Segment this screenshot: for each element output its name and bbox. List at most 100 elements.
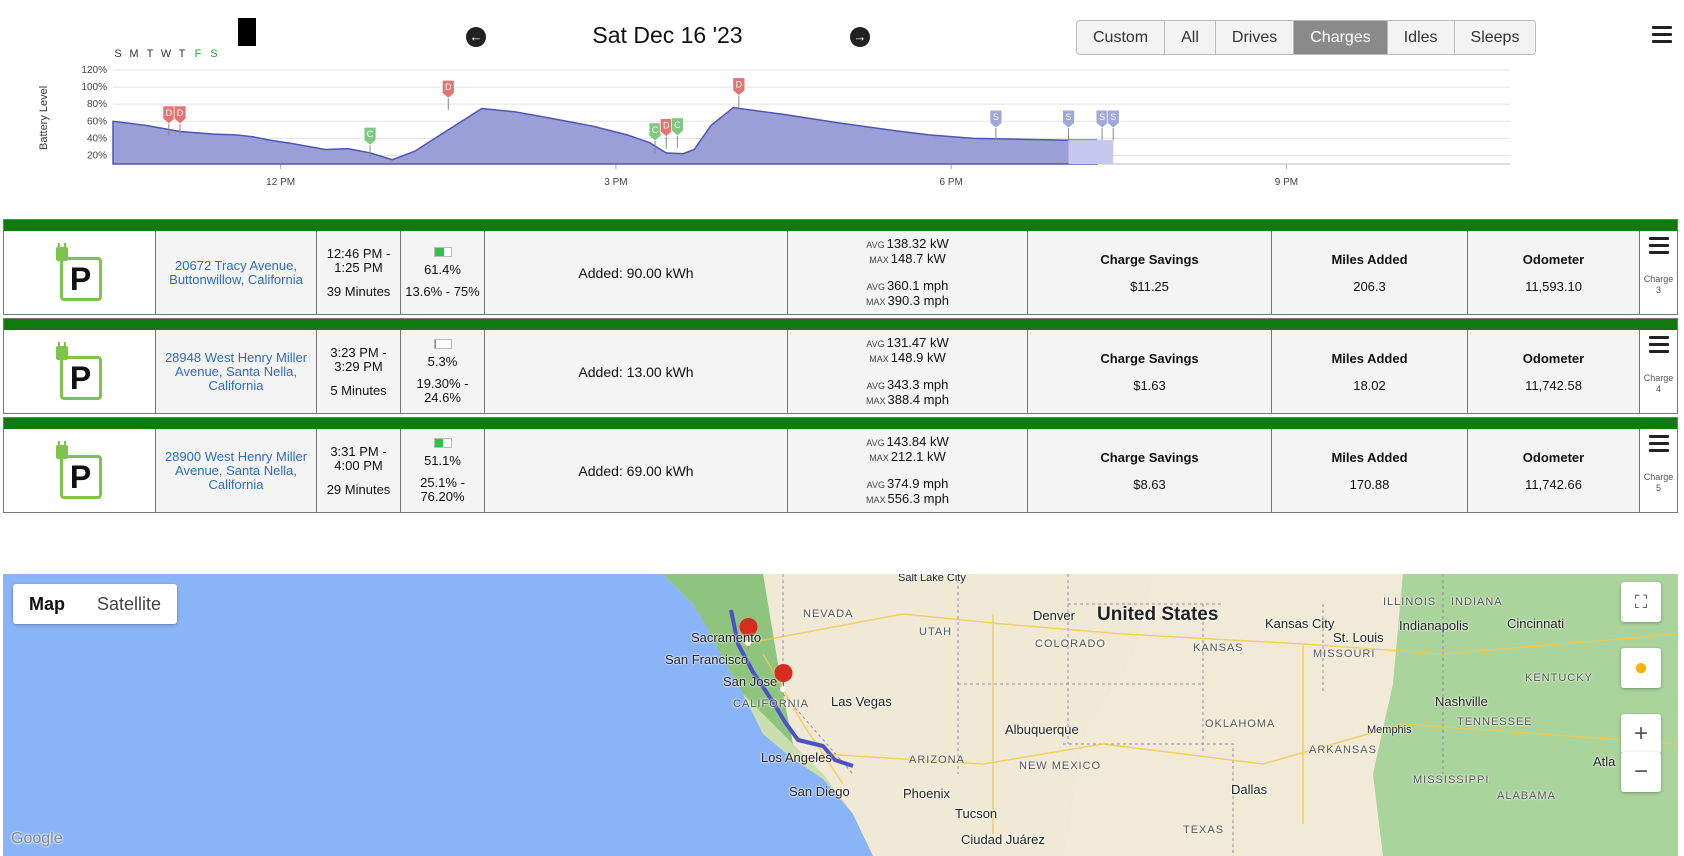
charge-pin-icon[interactable]: [774, 664, 793, 698]
odometer-label: Odometer: [1522, 350, 1585, 366]
max-label: MAX: [866, 395, 886, 406]
event-marker-C[interactable]: C: [670, 117, 684, 148]
pegman-icon[interactable]: ●: [1621, 648, 1661, 688]
zoom-in-button[interactable]: +: [1621, 714, 1661, 754]
map-city-label: Ciudad Juárez: [961, 832, 1045, 847]
battery-chart-svg: 120%100%80%60%40%20%12 PM 3 PM 6 PM 9 PMD DC…: [81, 65, 1510, 188]
battery-added-percent: 51.1%: [424, 452, 461, 468]
filter-custom-button[interactable]: Custom: [1077, 21, 1166, 54]
map-city-label: Sacramento: [691, 630, 762, 645]
charge-number-label: Charge 3: [1643, 274, 1674, 295]
weekday-mon[interactable]: M: [129, 48, 139, 60]
chart-y-tick: 60%: [87, 116, 107, 127]
charge-savings-cell: Charge Savings $1.63: [1028, 330, 1272, 413]
hamburger-menu-icon[interactable]: [1652, 26, 1672, 47]
map-country-label: United States: [1097, 604, 1219, 625]
map-city-label: Indianapolis: [1399, 618, 1469, 633]
charge-location-link[interactable]: 28948 West Henry Miller Avenue, Santa Ne…: [156, 330, 317, 413]
event-marker-D[interactable]: D: [732, 77, 746, 108]
charge-location[interactable]: 28948 West Henry Miller Avenue, Santa Ne…: [164, 349, 308, 393]
filter-drives-button[interactable]: Drives: [1215, 21, 1295, 54]
event-marker-S[interactable]: S: [1106, 109, 1120, 141]
avg-label: AVG: [866, 380, 885, 391]
selected-day-marker: [238, 18, 256, 46]
chart-x-tick: 6 PM: [940, 177, 963, 188]
event-marker-C[interactable]: C: [363, 126, 377, 158]
charge-row[interactable]: P 28900 West Henry Miller Avenue, Santa …: [3, 417, 1678, 513]
energy-added: Added: 69.00 kWh: [485, 429, 788, 512]
charge-menu-cell: Charge 5: [1640, 429, 1677, 512]
event-marker-D[interactable]: D: [173, 105, 187, 136]
zoom-out-button[interactable]: −: [1621, 752, 1661, 792]
weekday-strip: S M T W T F S: [112, 48, 220, 60]
avg-label: AVG: [866, 239, 885, 250]
avg-kw: 131.47 kW: [886, 334, 949, 350]
avg-kw: 143.84 kW: [886, 433, 949, 449]
event-marker-D[interactable]: D: [659, 118, 673, 149]
map-type-satellite-button[interactable]: Satellite: [97, 594, 162, 614]
google-logo[interactable]: Google: [11, 830, 63, 847]
weekday-tue[interactable]: T: [146, 48, 154, 60]
charge-location[interactable]: 20672 Tracy Avenue, Buttonwillow, Califo…: [169, 257, 303, 287]
charge-rate-cell: AVG 131.47 kW MAX 148.9 kW AVG 343.3 mph MA…: [788, 330, 1028, 413]
map-state-label: ALABAMA: [1497, 790, 1556, 802]
arrow-left-circle-icon[interactable]: ←: [466, 27, 486, 47]
event-marker-S[interactable]: S: [1095, 109, 1109, 141]
weekday-fri[interactable]: F: [194, 48, 202, 60]
map-city-label: San Francisco: [665, 652, 749, 667]
charge-rate-cell: AVG 138.32 kW MAX 148.7 kW AVG 360.1 mph MA…: [788, 231, 1028, 314]
avg-label: AVG: [866, 437, 885, 448]
charge-duration: 39 Minutes: [326, 283, 391, 299]
charge-rate-cell: AVG 143.84 kW MAX 212.1 kW AVG 374.9 mph MA…: [788, 429, 1028, 512]
map-city-label: Nashville: [1435, 694, 1488, 709]
charge-battery-cell: 51.1% 25.1% - 76.20%: [401, 429, 485, 512]
map[interactable]: Map Satellite ⛶ ● + − Salt Lake City Sac…: [3, 574, 1678, 856]
charge-time-range: 12:46 PM - 1:25 PM: [326, 245, 391, 275]
map-city-label: Phoenix: [903, 786, 950, 801]
filter-sleeps-button[interactable]: Sleeps: [1454, 21, 1536, 54]
charging-station-icon: P: [55, 440, 104, 499]
charge-row[interactable]: P 28948 West Henry Miller Avenue, Santa …: [3, 318, 1678, 414]
hamburger-menu-icon[interactable]: [1648, 435, 1669, 456]
max-kw: 148.7 kW: [890, 250, 946, 266]
charge-savings-label: Charge Savings: [1100, 449, 1199, 465]
max-mph: 388.4 mph: [887, 391, 949, 407]
max-label: MAX: [866, 494, 886, 505]
event-marker-D[interactable]: D: [162, 105, 176, 136]
charge-time-range: 3:23 PM - 3:29 PM: [330, 344, 387, 374]
charge-location-link[interactable]: 28900 West Henry Miller Avenue, Santa Ne…: [156, 429, 317, 512]
map-city-label: San Jose: [723, 674, 778, 689]
max-mph: 556.3 mph: [887, 490, 949, 506]
charge-location[interactable]: 28900 West Henry Miller Avenue, Santa Ne…: [164, 448, 308, 492]
fullscreen-icon[interactable]: ⛶: [1621, 582, 1661, 622]
map-state-label: COLORADO: [1035, 638, 1106, 650]
weekday-sat[interactable]: S: [210, 48, 218, 60]
max-mph: 390.3 mph: [887, 292, 949, 308]
event-marker-C[interactable]: C: [648, 122, 662, 153]
filter-all-button[interactable]: All: [1165, 21, 1216, 54]
weekday-wed[interactable]: W: [160, 48, 172, 60]
event-marker-D[interactable]: D: [441, 79, 455, 111]
charge-location-link[interactable]: 20672 Tracy Avenue, Buttonwillow, Califo…: [156, 231, 317, 314]
weekday-thu[interactable]: T: [178, 48, 186, 60]
charging-station-icon: P: [55, 242, 104, 301]
hamburger-menu-icon[interactable]: [1648, 237, 1669, 258]
odometer-value: 11,742.58: [1525, 377, 1582, 393]
battery-level-icon: [433, 338, 452, 349]
charge-pin-icon[interactable]: [739, 618, 758, 652]
charge-row[interactable]: P 20672 Tracy Avenue, Buttonwillow, Cali…: [3, 219, 1678, 315]
svg-text:S: S: [1110, 112, 1116, 122]
event-marker-S[interactable]: S: [1062, 109, 1075, 141]
event-marker-S[interactable]: S: [989, 109, 1003, 141]
charge-row-header-bar: [4, 418, 1677, 429]
map-city-label: Atla: [1593, 754, 1616, 769]
weekday-sun[interactable]: S: [114, 48, 122, 60]
arrow-right-circle-icon[interactable]: →: [850, 27, 870, 47]
chart-x-tick: 12 PM: [266, 177, 295, 188]
map-city-label: St. Louis: [1333, 630, 1384, 645]
hamburger-menu-icon[interactable]: [1648, 336, 1669, 357]
map-type-map-button[interactable]: Map: [29, 594, 65, 614]
chart-y-tick: 80%: [87, 99, 107, 110]
filter-charges-button[interactable]: Charges: [1294, 21, 1388, 54]
filter-idles-button[interactable]: Idles: [1387, 21, 1455, 54]
